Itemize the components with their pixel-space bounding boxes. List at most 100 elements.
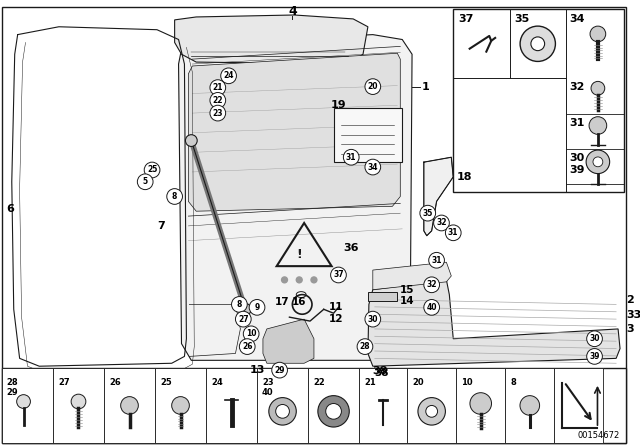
FancyBboxPatch shape (53, 368, 104, 443)
FancyBboxPatch shape (456, 368, 505, 443)
Circle shape (331, 267, 346, 283)
Circle shape (365, 79, 381, 95)
Text: 7: 7 (157, 221, 164, 231)
Text: 23: 23 (212, 108, 223, 117)
Text: 10: 10 (246, 329, 257, 338)
Text: 27: 27 (238, 314, 248, 323)
Text: 20: 20 (412, 378, 424, 387)
Text: 31: 31 (346, 153, 356, 162)
Text: 29: 29 (275, 366, 285, 375)
Text: 19: 19 (331, 100, 346, 110)
Circle shape (429, 252, 444, 268)
Circle shape (239, 303, 251, 315)
Circle shape (121, 396, 138, 414)
Circle shape (167, 189, 182, 204)
Text: 9: 9 (255, 303, 260, 312)
FancyBboxPatch shape (453, 9, 624, 192)
Circle shape (138, 174, 153, 190)
Circle shape (296, 277, 302, 283)
Circle shape (418, 398, 445, 425)
Text: 24: 24 (223, 71, 234, 80)
Circle shape (272, 362, 287, 378)
Text: 30: 30 (589, 334, 600, 343)
Circle shape (593, 157, 603, 167)
Circle shape (17, 395, 31, 409)
Circle shape (210, 80, 226, 95)
Text: 25: 25 (160, 378, 172, 387)
FancyBboxPatch shape (554, 368, 604, 443)
Text: 36: 36 (344, 243, 359, 254)
Text: 21: 21 (364, 378, 376, 387)
Text: 32: 32 (569, 82, 584, 92)
Circle shape (326, 404, 341, 419)
Circle shape (587, 331, 602, 347)
Text: 37: 37 (458, 14, 474, 24)
Text: 37: 37 (333, 271, 344, 280)
Text: 10: 10 (461, 378, 473, 387)
Circle shape (520, 26, 556, 61)
Text: 1: 1 (422, 82, 429, 91)
FancyBboxPatch shape (359, 368, 407, 443)
Text: 35: 35 (422, 209, 433, 218)
Text: 31: 31 (569, 118, 584, 128)
Circle shape (587, 349, 602, 364)
Text: 28: 28 (360, 342, 371, 351)
Text: 32: 32 (426, 280, 437, 289)
Circle shape (424, 300, 440, 315)
Text: 5: 5 (143, 177, 148, 186)
Circle shape (239, 339, 255, 354)
Circle shape (434, 215, 449, 231)
Circle shape (210, 105, 226, 121)
FancyBboxPatch shape (333, 108, 403, 162)
Ellipse shape (296, 292, 306, 297)
Text: 17: 17 (275, 297, 289, 307)
Text: 32: 32 (436, 219, 447, 228)
Polygon shape (368, 280, 620, 366)
Text: 27: 27 (58, 378, 70, 387)
Text: 11: 11 (329, 302, 343, 312)
Circle shape (186, 135, 197, 146)
Circle shape (591, 82, 605, 95)
Circle shape (210, 92, 226, 108)
Text: 22: 22 (212, 96, 223, 105)
Circle shape (589, 117, 607, 134)
Circle shape (365, 311, 381, 327)
Circle shape (236, 311, 251, 327)
Polygon shape (175, 15, 368, 64)
Text: 34: 34 (367, 163, 378, 172)
Text: 15: 15 (400, 284, 415, 295)
Text: 26: 26 (242, 342, 253, 351)
FancyBboxPatch shape (2, 368, 626, 443)
Circle shape (420, 205, 436, 221)
Circle shape (520, 396, 540, 415)
Circle shape (470, 393, 492, 414)
Circle shape (172, 396, 189, 414)
Circle shape (426, 405, 438, 417)
Text: 26: 26 (109, 378, 121, 387)
Text: 2: 2 (626, 294, 634, 305)
Circle shape (243, 326, 259, 342)
Text: 40: 40 (426, 303, 437, 312)
Text: 33: 33 (626, 310, 640, 320)
Text: 28
29: 28 29 (7, 378, 19, 396)
Text: 3: 3 (626, 324, 634, 334)
Text: 8: 8 (172, 192, 177, 201)
FancyBboxPatch shape (368, 292, 397, 302)
Text: 23
40: 23 40 (262, 378, 273, 396)
Text: 24: 24 (211, 378, 223, 387)
Text: 39: 39 (589, 352, 600, 361)
Circle shape (590, 26, 605, 42)
FancyBboxPatch shape (407, 368, 456, 443)
Text: 22: 22 (313, 378, 324, 387)
Text: 12: 12 (329, 314, 343, 324)
Circle shape (249, 300, 265, 315)
Circle shape (221, 68, 236, 84)
Circle shape (269, 398, 296, 425)
Circle shape (276, 405, 289, 418)
Circle shape (424, 277, 440, 293)
Circle shape (365, 159, 381, 175)
Circle shape (144, 162, 160, 178)
Text: 30: 30 (569, 153, 584, 163)
Text: 35: 35 (515, 14, 530, 24)
Circle shape (232, 297, 247, 312)
